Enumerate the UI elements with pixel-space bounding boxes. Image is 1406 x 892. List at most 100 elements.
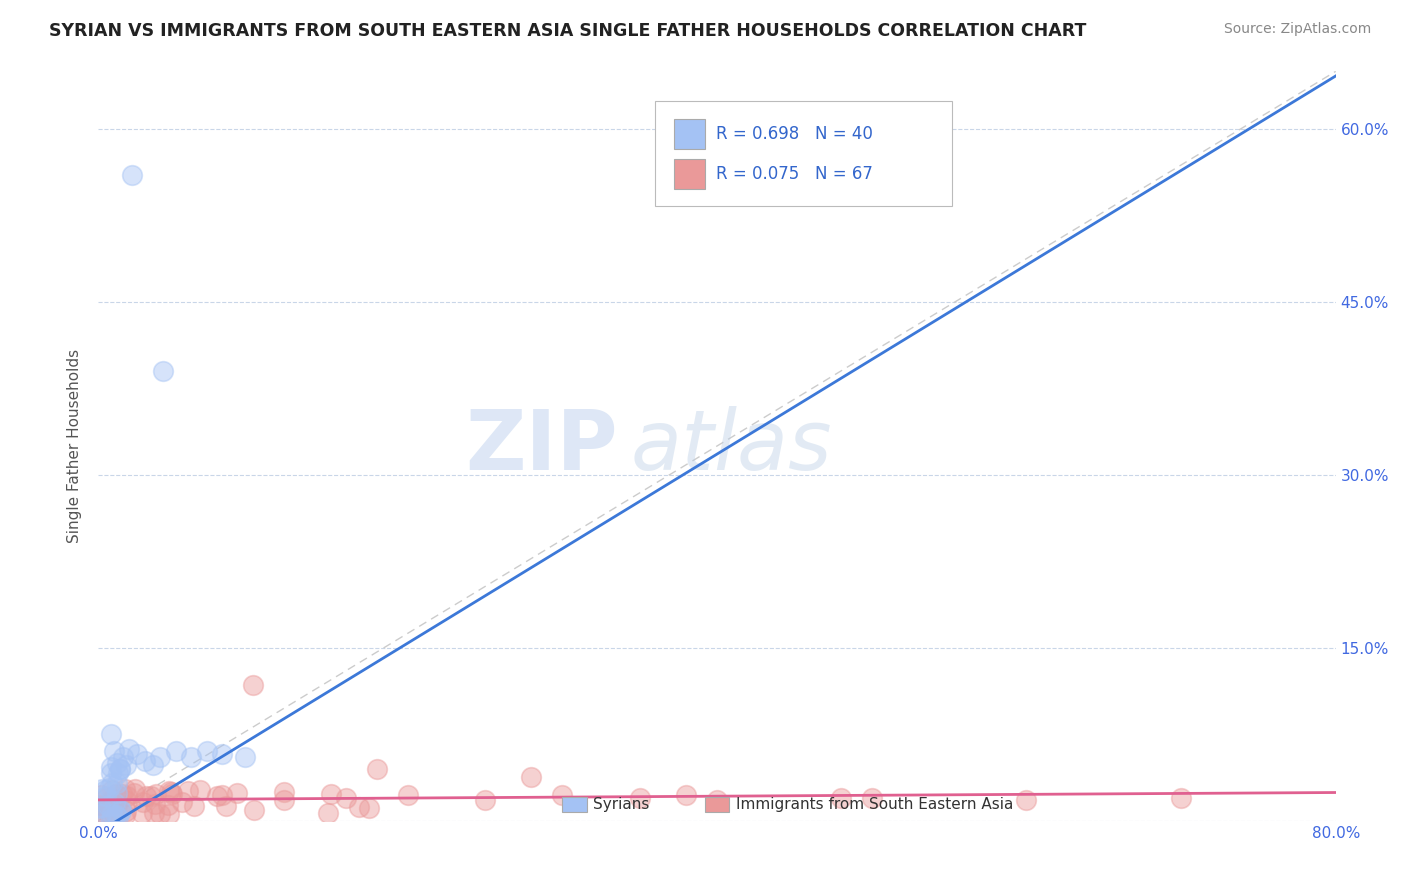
Point xyxy=(105,808,128,822)
Point xyxy=(318,806,340,821)
Text: Syrians: Syrians xyxy=(593,797,650,812)
Point xyxy=(93,782,115,797)
Point xyxy=(195,744,218,758)
Point xyxy=(90,788,112,802)
Text: Immigrants from South Eastern Asia: Immigrants from South Eastern Asia xyxy=(735,797,1012,812)
Point xyxy=(207,789,229,803)
Point xyxy=(180,750,202,764)
Point xyxy=(1015,793,1038,807)
Point xyxy=(243,803,266,817)
Point xyxy=(176,784,198,798)
Point xyxy=(93,799,115,814)
FancyBboxPatch shape xyxy=(673,119,704,149)
Point xyxy=(273,793,295,807)
Text: SYRIAN VS IMMIGRANTS FROM SOUTH EASTERN ASIA SINGLE FATHER HOUSEHOLDS CORRELATIO: SYRIAN VS IMMIGRANTS FROM SOUTH EASTERN … xyxy=(49,22,1087,40)
Point xyxy=(159,806,181,821)
Point xyxy=(211,789,233,803)
Point xyxy=(103,744,125,758)
Point xyxy=(91,805,114,819)
FancyBboxPatch shape xyxy=(562,797,588,812)
Point xyxy=(675,789,697,803)
Point xyxy=(165,744,187,758)
Point xyxy=(97,799,120,814)
Point xyxy=(104,788,127,802)
Point xyxy=(145,787,167,801)
FancyBboxPatch shape xyxy=(655,102,952,206)
Point xyxy=(152,364,174,378)
Point xyxy=(157,784,180,798)
Point xyxy=(110,805,132,819)
Point xyxy=(366,762,388,776)
Point xyxy=(96,791,118,805)
Point xyxy=(100,812,122,826)
Point xyxy=(225,786,247,800)
Point xyxy=(110,788,132,802)
Point xyxy=(132,796,155,810)
Point xyxy=(706,793,728,807)
Point xyxy=(97,781,120,796)
Point xyxy=(520,770,543,784)
Point xyxy=(115,758,138,772)
Point xyxy=(134,754,156,768)
Point xyxy=(89,797,111,812)
Text: R = 0.075   N = 67: R = 0.075 N = 67 xyxy=(716,165,873,183)
FancyBboxPatch shape xyxy=(673,159,704,189)
Point xyxy=(107,765,129,780)
Point xyxy=(100,727,122,741)
Point xyxy=(91,781,114,796)
Point xyxy=(112,750,135,764)
Point xyxy=(107,810,129,824)
Point xyxy=(143,797,166,811)
Point xyxy=(100,783,122,797)
Point xyxy=(156,798,179,813)
Point xyxy=(121,168,143,182)
Point xyxy=(149,807,172,822)
Text: atlas: atlas xyxy=(630,406,832,486)
Point xyxy=(159,785,181,799)
Y-axis label: Single Father Households: Single Father Households xyxy=(67,349,83,543)
Point xyxy=(172,795,194,809)
Point xyxy=(359,800,381,814)
Text: R = 0.698   N = 40: R = 0.698 N = 40 xyxy=(716,125,873,143)
Point xyxy=(105,786,128,800)
Point xyxy=(114,807,136,822)
Point xyxy=(103,796,125,810)
Point xyxy=(115,804,138,818)
Point xyxy=(117,794,139,808)
Point xyxy=(105,756,128,770)
Point xyxy=(211,747,233,761)
Point xyxy=(233,750,257,764)
FancyBboxPatch shape xyxy=(704,797,730,812)
Point xyxy=(160,788,183,802)
Point xyxy=(1170,790,1192,805)
Point xyxy=(124,782,146,797)
Point xyxy=(134,789,156,804)
Point xyxy=(474,793,496,807)
Point xyxy=(118,742,141,756)
Point xyxy=(321,787,343,801)
Point xyxy=(90,800,112,814)
Point xyxy=(91,805,114,820)
Point xyxy=(89,800,111,814)
Point xyxy=(122,786,145,800)
Point xyxy=(108,762,131,776)
Point xyxy=(108,762,131,776)
Point xyxy=(188,783,211,797)
Point xyxy=(143,805,166,820)
Point xyxy=(347,799,370,814)
Point xyxy=(100,766,122,780)
Point xyxy=(103,800,125,814)
Point xyxy=(396,789,419,803)
Point xyxy=(103,805,125,819)
Point xyxy=(149,750,172,764)
Point xyxy=(101,791,124,805)
Point xyxy=(273,785,295,799)
Point xyxy=(183,799,205,814)
Text: Source: ZipAtlas.com: Source: ZipAtlas.com xyxy=(1223,22,1371,37)
Point xyxy=(110,803,132,817)
Point xyxy=(141,758,165,772)
Point xyxy=(131,805,153,820)
Point xyxy=(96,789,118,804)
Point xyxy=(115,789,138,803)
Point xyxy=(242,678,264,692)
